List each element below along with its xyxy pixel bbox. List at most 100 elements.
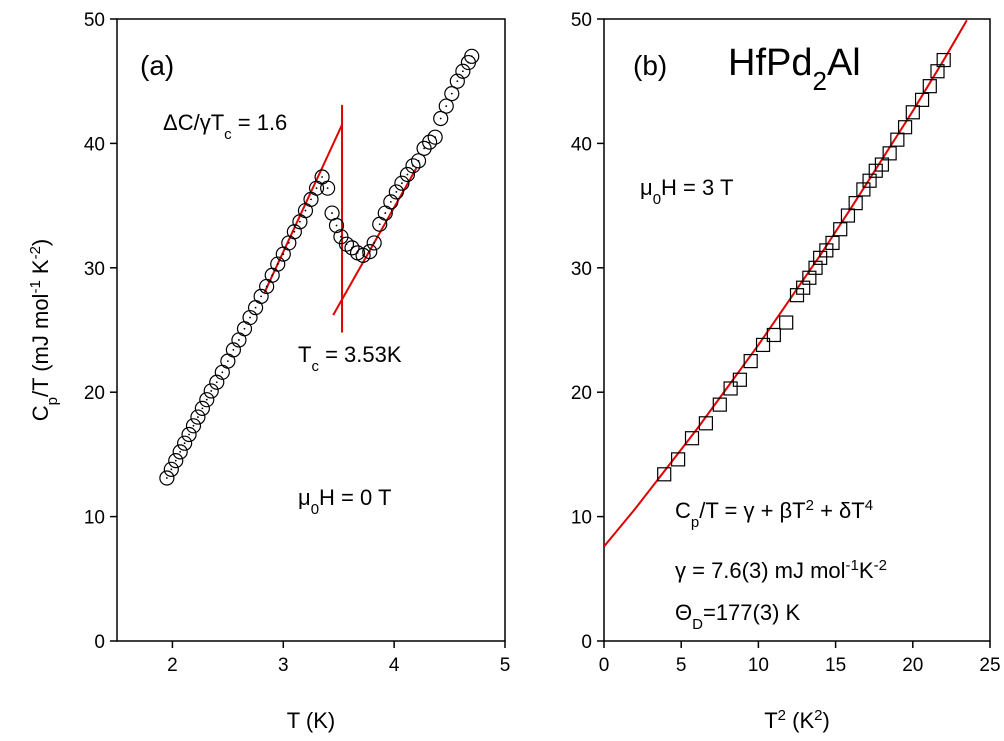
- point-center: [282, 253, 285, 256]
- data-point: [833, 222, 848, 237]
- point-center: [461, 70, 464, 73]
- annotation-part: D: [692, 616, 703, 633]
- point-center: [373, 242, 376, 244]
- data-point: [684, 431, 700, 446]
- data-point: [366, 235, 382, 251]
- point-center: [249, 316, 251, 319]
- data-point: [286, 224, 302, 240]
- y-tick-label: 0: [94, 632, 105, 653]
- annotation: (b): [633, 50, 667, 81]
- x-axis-label-part: (K: [786, 708, 814, 733]
- point-center: [470, 55, 473, 58]
- point-center: [389, 200, 392, 203]
- point-center: [287, 242, 290, 244]
- fit-line: [604, 19, 968, 548]
- y-tick-label: 10: [571, 508, 592, 529]
- annotation: ΘD=177(3) K: [675, 600, 801, 633]
- annotation-part: C: [675, 498, 691, 523]
- point-center: [406, 173, 409, 176]
- annotation-part: H = 3 T: [661, 175, 733, 200]
- data-point: [698, 416, 714, 431]
- annotation-part: 0: [311, 501, 319, 518]
- annotation-part: c: [311, 358, 319, 375]
- point-center: [201, 407, 204, 410]
- y-tick-label: 30: [571, 259, 592, 280]
- point-center: [183, 442, 186, 445]
- data-point: [449, 73, 465, 89]
- x-tick-label: 0: [599, 655, 610, 676]
- point-center: [232, 349, 235, 351]
- point-center: [340, 235, 342, 238]
- point-center: [226, 360, 229, 362]
- annotation-part: Θ: [675, 600, 692, 625]
- x-tick-label: 10: [748, 655, 769, 676]
- data-point: [399, 166, 416, 183]
- annotation-part: μ: [298, 485, 311, 510]
- data-point: [209, 374, 225, 390]
- x-axis-label-part: 2: [778, 707, 786, 724]
- annotation-part: (b): [633, 50, 667, 81]
- data-point: [874, 157, 890, 172]
- point-center: [265, 285, 268, 288]
- point-center: [395, 191, 398, 193]
- x-tick-label: 15: [825, 655, 846, 676]
- annotation: Cp/T = γ + βT2 + δT4: [675, 497, 873, 531]
- point-center: [423, 147, 425, 150]
- annotation-part: Al: [827, 42, 861, 84]
- y-tick-label: 30: [84, 259, 105, 280]
- data-point: [755, 337, 771, 353]
- data-point: [362, 244, 378, 260]
- x-tick-label: 25: [979, 655, 1000, 676]
- data-point: [405, 158, 421, 174]
- point-center: [315, 187, 318, 190]
- annotation-part: T: [298, 342, 311, 367]
- point-center: [401, 182, 403, 185]
- data-point: [333, 229, 349, 245]
- y-tick-label: 50: [84, 10, 105, 31]
- y-axis-label-part: ): [28, 239, 53, 246]
- point-center: [335, 224, 338, 227]
- point-center: [271, 274, 274, 277]
- data-point: [922, 79, 937, 94]
- y-axis-label: Cp/T (mJ mol-1 K-2): [27, 239, 61, 422]
- data-point: [723, 381, 738, 396]
- plot-frame: [116, 18, 506, 642]
- data-point: [905, 105, 920, 120]
- data-point: [766, 327, 781, 343]
- data-point: [848, 196, 863, 211]
- data-point: [242, 309, 258, 326]
- annotation-part: =177(3) K: [703, 600, 801, 625]
- data-point: [416, 140, 432, 156]
- data-point: [177, 435, 193, 451]
- annotation-part: μ: [640, 175, 653, 200]
- data-point: [270, 256, 286, 272]
- data-point: [168, 453, 184, 469]
- annotation-part: K: [859, 558, 874, 583]
- data-point: [657, 467, 672, 482]
- annotation-part: 4: [865, 497, 873, 514]
- annotation: HfPd2Al: [728, 42, 861, 96]
- point-center: [378, 223, 381, 226]
- annotation-part: (a): [140, 50, 174, 81]
- point-center: [205, 398, 208, 401]
- y-tick-label: 20: [84, 383, 105, 404]
- point-center: [450, 92, 453, 95]
- point-center: [192, 424, 195, 427]
- y-tick-label: 10: [84, 508, 105, 529]
- data-point: [181, 426, 197, 443]
- data-point: [433, 110, 449, 127]
- x-axis-label-part: T (K): [287, 708, 335, 733]
- data-point: [199, 392, 215, 408]
- fit-line: [332, 167, 418, 316]
- y-tick-label: 50: [571, 10, 592, 31]
- annotation-part: 2: [812, 66, 826, 96]
- annotation: μ0H = 0 T: [298, 485, 391, 518]
- y-axis-label-part: /T (mJ mol: [28, 294, 53, 397]
- annotation-part: p: [691, 514, 699, 531]
- y-axis-label-part: -2: [27, 246, 44, 259]
- y-axis-label-part: p: [44, 397, 61, 405]
- annotation: γ = 7.6(3) mJ mol-1K-2: [675, 557, 887, 584]
- data-point: [225, 342, 241, 358]
- point-center: [456, 80, 459, 83]
- point-center: [326, 187, 329, 190]
